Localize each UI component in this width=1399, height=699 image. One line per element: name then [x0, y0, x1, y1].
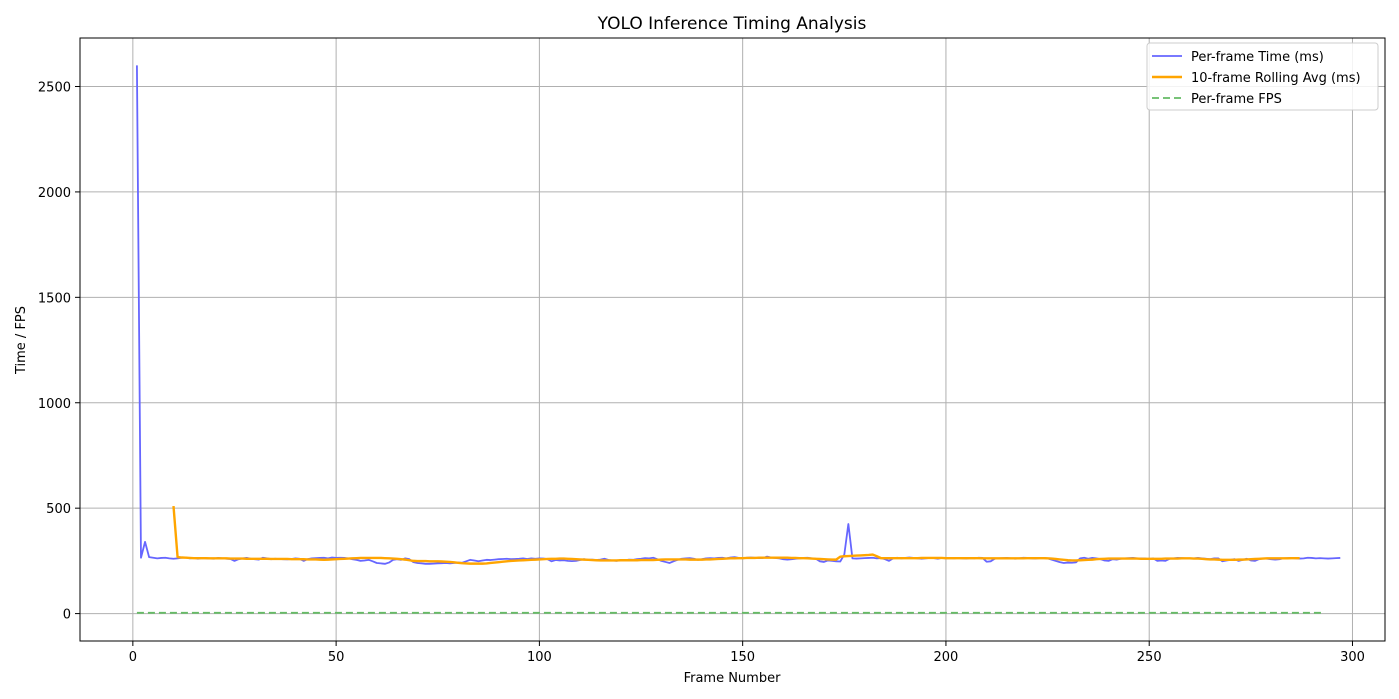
x-axis-label: Frame Number — [684, 671, 782, 686]
x-tick-label: 150 — [730, 650, 755, 665]
chart-title: YOLO Inference Timing Analysis — [597, 14, 867, 34]
y-tick-label: 500 — [46, 502, 71, 517]
x-tick-label: 100 — [527, 650, 552, 665]
x-tick-label: 0 — [129, 650, 137, 665]
x-tick-label: 200 — [934, 650, 959, 665]
grid — [80, 38, 1385, 641]
legend-box — [1146, 42, 1379, 111]
legend-label-3: Per-frame FPS — [1191, 92, 1282, 107]
y-axis-label: Time / FPS — [14, 306, 29, 375]
x-tick-label: 250 — [1137, 650, 1162, 665]
y-tick-label: 1500 — [38, 291, 71, 306]
legend: Per-frame Time (ms) 10-frame Rolling Avg … — [1146, 42, 1379, 111]
legend-label-2: 10-frame Rolling Avg (ms) — [1191, 71, 1361, 86]
plot-frame — [79, 37, 1386, 642]
legend-label-1: Per-frame Time (ms) — [1191, 50, 1324, 65]
series-layer — [136, 65, 1341, 614]
x-tick-label: 50 — [328, 650, 345, 665]
y-tick-label: 2500 — [38, 80, 71, 95]
y-tick-label: 2000 — [38, 186, 71, 201]
y-ticks: 0 500 1000 1500 2000 2500 — [38, 80, 80, 623]
y-tick-label: 0 — [63, 608, 71, 623]
x-ticks: 0 50 100 150 200 250 300 — [129, 641, 1365, 665]
x-tick-label: 300 — [1340, 650, 1365, 665]
y-tick-label: 1000 — [38, 397, 71, 412]
series-line-1 — [136, 65, 1341, 565]
series-line-2 — [172, 505, 1300, 565]
